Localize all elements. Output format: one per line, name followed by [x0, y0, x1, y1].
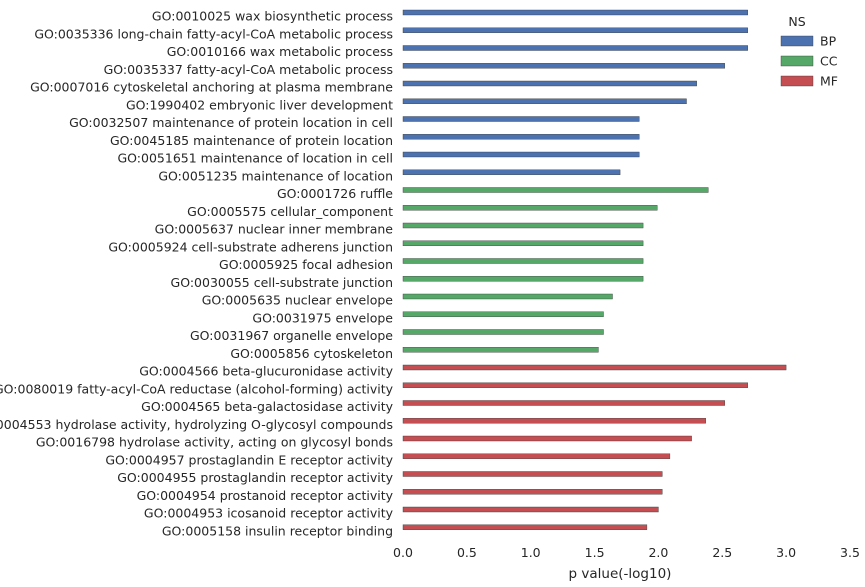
bar-mf-23 — [402, 418, 706, 424]
category-label: GO:0010166 wax metabolic process — [167, 44, 393, 59]
category-label: GO:0007016 cytoskeletal anchoring at pla… — [30, 80, 393, 95]
legend-swatch-bp — [780, 35, 814, 47]
bar-cc-12 — [402, 222, 644, 229]
category-label: GO:0004566 beta-glucuronidase activity — [139, 364, 393, 379]
bar-cc-16 — [402, 293, 613, 300]
category-label: GO:0016798 hydrolase activity, acting on… — [36, 435, 393, 450]
bar-cc-15 — [402, 276, 644, 282]
bar-cc-11 — [402, 205, 658, 211]
category-label: GO:0001726 ruffle — [277, 186, 393, 201]
bars-group — [402, 9, 787, 530]
bar-bp-8 — [402, 151, 640, 158]
bar-cc-17 — [402, 311, 604, 317]
legend-label-bp: BP — [820, 34, 837, 49]
category-label: GO:0051235 maintenance of location — [158, 168, 393, 183]
category-label: GO:0010025 wax biosynthetic process — [152, 9, 393, 24]
category-label: GO:0004954 prostanoid receptor activity — [137, 488, 394, 503]
x-tick-labels-group: 0.0 0.5 1.0 1.5 2.0 2.5 3.0 3.5 — [393, 545, 860, 560]
bar-cc-14 — [402, 258, 644, 264]
category-label: GO:0004955 prostaglandin receptor activi… — [117, 470, 393, 485]
category-label: GO:0051651 maintenance of location in ce… — [118, 151, 394, 166]
category-label: GO:0035336 long-chain fatty-acyl-CoA met… — [34, 26, 393, 41]
bar-bp-4 — [402, 80, 697, 87]
category-label: GO:0080019 fatty-acyl-CoA reductase (alc… — [0, 381, 394, 396]
legend-title: NS — [788, 14, 805, 29]
bar-cc-13 — [402, 240, 644, 247]
bar-bp-3 — [402, 63, 725, 69]
bar-mf-28 — [402, 506, 659, 513]
legend-swatch-cc — [780, 55, 814, 67]
x-tick-label: 3.0 — [776, 545, 796, 560]
category-label: GO:0004957 prostaglandin E receptor acti… — [105, 452, 393, 467]
category-label: GO:0031975 envelope — [252, 310, 393, 325]
category-label: GO:0004553 hydrolase activity, hydrolyzi… — [0, 417, 393, 432]
bar-mf-26 — [402, 471, 663, 477]
category-labels-group: GO:0010025 wax biosynthetic process GO:00… — [0, 9, 394, 539]
x-tick-label: 3.5 — [840, 545, 860, 560]
legend-label-mf: MF — [820, 74, 838, 89]
x-axis-title: p value(-log10) — [569, 566, 672, 582]
category-label: GO:0005158 insulin receptor binding — [162, 523, 393, 538]
category-label: GO:0045185 maintenance of protein locati… — [110, 133, 393, 148]
bar-mf-27 — [402, 489, 663, 495]
x-tick-label: 2.0 — [648, 545, 668, 560]
bar-bp-1 — [402, 27, 748, 33]
x-tick-label: 1.5 — [585, 545, 605, 560]
legend: NS BP CC MF — [780, 14, 838, 89]
category-label: GO:1990402 embryonic liver development — [126, 97, 393, 112]
category-label: GO:0005924 cell-substrate adherens junct… — [108, 239, 393, 254]
x-tick-label: 2.5 — [712, 545, 732, 560]
bar-cc-19 — [402, 347, 599, 353]
bar-bp-6 — [402, 116, 640, 122]
x-tick-label: 0.5 — [457, 545, 477, 560]
bar-mf-21 — [402, 382, 748, 388]
x-tick-label: 1.0 — [521, 545, 541, 560]
bar-bp-2 — [402, 45, 748, 51]
bar-cc-18 — [402, 329, 604, 335]
category-label: GO:0004565 beta-galactosidase activity — [141, 399, 393, 414]
category-label: GO:0005635 nuclear envelope — [202, 293, 394, 308]
category-label: GO:0031967 organelle envelope — [190, 328, 393, 343]
bar-mf-20 — [402, 364, 787, 371]
bar-mf-24 — [402, 435, 692, 442]
bar-mf-29 — [402, 524, 648, 530]
category-label: GO:0005856 cytoskeleton — [230, 346, 393, 361]
category-label: GO:0005575 cellular_component — [187, 204, 393, 219]
x-tick-label: 0.0 — [393, 545, 413, 560]
bar-bp-0 — [402, 9, 748, 16]
legend-label-cc: CC — [820, 54, 838, 69]
category-label: GO:0005925 focal adhesion — [219, 257, 393, 272]
category-label: GO:0030055 cell-substrate junction — [171, 275, 393, 290]
legend-swatch-mf — [780, 75, 814, 87]
category-label: GO:0004953 icosanoid receptor activity — [144, 506, 394, 521]
bar-bp-9 — [402, 169, 621, 176]
bar-mf-22 — [402, 400, 725, 406]
bar-cc-10 — [402, 187, 709, 193]
category-label: GO:0035337 fatty-acyl-CoA metabolic proc… — [104, 62, 393, 77]
bar-mf-25 — [402, 453, 671, 459]
category-label: GO:0032507 maintenance of protein locati… — [69, 115, 393, 130]
bar-bp-5 — [402, 98, 687, 105]
category-label: GO:0005637 nuclear inner membrane — [155, 222, 394, 237]
bar-bp-7 — [402, 134, 640, 140]
